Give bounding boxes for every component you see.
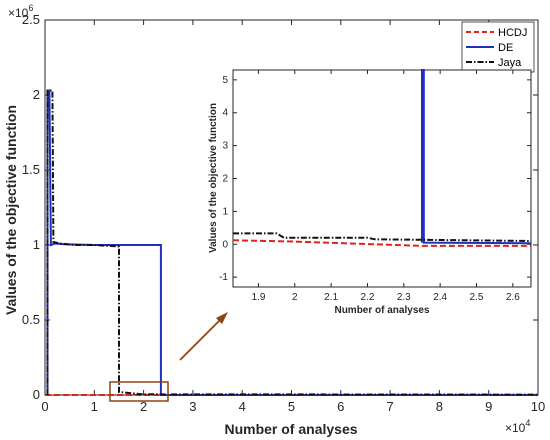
main-x-axis-label: Number of analyses bbox=[224, 421, 357, 437]
main-x-tick-label: 1 bbox=[91, 399, 98, 414]
inset-y-tick-label: -1 bbox=[219, 272, 228, 283]
main-y-tick-label: 1.5 bbox=[22, 162, 40, 177]
inset-x-tick-label: 1.9 bbox=[251, 292, 265, 303]
main-y-axis-label: Values of the objective function bbox=[3, 105, 19, 315]
main-x-tick-label: 9 bbox=[485, 399, 492, 414]
legend-label-hcdj: HCDJ bbox=[498, 27, 527, 39]
inset-y-tick-label: 2 bbox=[222, 174, 228, 185]
main-x-tick-label: 7 bbox=[386, 399, 393, 414]
main-x-tick-label: 10 bbox=[531, 399, 545, 414]
x-multiplier: ×104 bbox=[505, 418, 530, 435]
legend-label-de: DE bbox=[498, 42, 513, 54]
main-x-tick-label: 2 bbox=[140, 399, 147, 414]
inset-series-hcdj bbox=[232, 239, 531, 247]
legend-label-jaya: Jaya bbox=[498, 57, 522, 69]
zoom-box bbox=[109, 381, 169, 402]
inset-x-tick-label: 2.2 bbox=[361, 292, 375, 303]
main-series-jaya bbox=[46, 89, 539, 396]
inset-series bbox=[232, 69, 532, 247]
main-x-tick-label: 4 bbox=[239, 399, 246, 414]
inset-y-tick-label: 5 bbox=[222, 75, 228, 86]
inset-plot-frame bbox=[232, 69, 532, 288]
main-y-tick-label: 1 bbox=[33, 237, 40, 252]
main-x-ticks: 0 1 2 3 4 5 6 7 8 9 10 bbox=[41, 20, 545, 414]
inset-x-tick-label: 2.3 bbox=[397, 292, 411, 303]
inset-x-tick-label: 2.4 bbox=[433, 292, 447, 303]
inset-y-tick-label: 1 bbox=[222, 206, 228, 217]
inset-x-tick-label: 2 bbox=[292, 292, 298, 303]
inset-x-tick-label: 2.5 bbox=[470, 292, 484, 303]
main-x-tick-label: 6 bbox=[337, 399, 344, 414]
main-y-tick-label: 0.5 bbox=[22, 312, 40, 327]
inset-y-ticks: -1 0 1 2 3 4 5 bbox=[219, 75, 531, 283]
main-y-tick-label: 2.5 bbox=[22, 12, 40, 27]
main-x-tick-label: 5 bbox=[288, 399, 295, 414]
inset-x-axis-label: Number of analyses bbox=[334, 305, 429, 316]
main-x-tick-label: 3 bbox=[189, 399, 196, 414]
main-y-tick-label: 2 bbox=[33, 87, 40, 102]
inset-chart: 1.9 2 2.1 2.2 2.3 2.4 2.5 2.6 -1 0 1 2 3 4 5 Number o… bbox=[208, 69, 532, 316]
y-multiplier: ×106 bbox=[8, 3, 33, 20]
inset-y-tick-label: 4 bbox=[222, 108, 228, 119]
main-x-tick-label: 8 bbox=[436, 399, 443, 414]
main-y-tick-label: 0 bbox=[33, 387, 40, 402]
zoom-arrow-head bbox=[216, 312, 228, 324]
main-series bbox=[45, 89, 539, 396]
inset-y-axis-label: Values of the objective function bbox=[208, 103, 219, 253]
main-x-tick-label: 0 bbox=[41, 399, 48, 414]
legend: HCDJ DE Jaya bbox=[461, 21, 535, 73]
inset-x-tick-label: 2.6 bbox=[506, 292, 520, 303]
inset-x-tick-label: 2.1 bbox=[324, 292, 338, 303]
inset-y-tick-label: 3 bbox=[222, 141, 228, 152]
zoom-arrow-line bbox=[179, 317, 223, 361]
inset-series-jaya bbox=[233, 232, 532, 242]
inset-series-de bbox=[421, 69, 532, 245]
inset-x-ticks: 1.9 2 2.1 2.2 2.3 2.4 2.5 2.6 bbox=[251, 70, 520, 303]
inset-y-tick-label: 0 bbox=[222, 239, 228, 250]
